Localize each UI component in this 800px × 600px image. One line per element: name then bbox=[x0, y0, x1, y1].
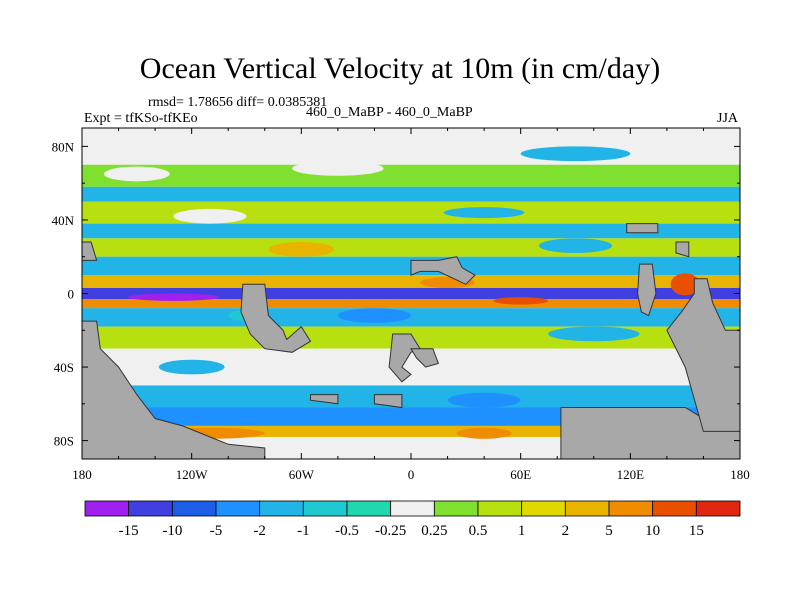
colorbar-label: 2 bbox=[562, 523, 570, 539]
x-tick-label: 60E bbox=[510, 467, 531, 482]
land-polygon-5 bbox=[310, 394, 339, 405]
colorbar-label: -15 bbox=[119, 523, 139, 539]
colorbar-swatch-0 bbox=[84, 500, 130, 517]
x-tick-label: 120E bbox=[617, 467, 645, 482]
experiment-label: Expt = tfKSo-tfKEo bbox=[84, 111, 198, 126]
season-label: JJA bbox=[717, 111, 739, 126]
field-patch-2 bbox=[520, 146, 631, 162]
colorbar-swatch-10 bbox=[521, 500, 566, 517]
colorbar-swatch-6 bbox=[346, 500, 392, 517]
field-patch-5 bbox=[268, 242, 335, 257]
land-polygon-8 bbox=[666, 278, 740, 432]
field-band-8 bbox=[82, 287, 740, 300]
land-polygon-4 bbox=[410, 256, 476, 285]
y-tick-label: 40N bbox=[52, 213, 75, 228]
colorbar-swatch-7 bbox=[390, 500, 435, 517]
period-label: 460_0_MaBP - 460_0_MaBP bbox=[306, 105, 473, 120]
field-patch-8 bbox=[127, 293, 220, 301]
colorbar-label: 0.5 bbox=[469, 523, 488, 539]
field-patch-3 bbox=[173, 208, 247, 224]
colorbar-swatch-9 bbox=[477, 500, 523, 517]
colorbar-label: -1 bbox=[297, 523, 310, 539]
x-tick-label: 180 bbox=[72, 467, 92, 482]
colorbar-label: -2 bbox=[253, 523, 266, 539]
field-band-9 bbox=[82, 299, 740, 309]
colorbar-swatch-11 bbox=[564, 500, 610, 517]
y-tick-label: 80S bbox=[54, 434, 74, 449]
colorbar-label: -10 bbox=[162, 523, 182, 539]
land-polygon-7 bbox=[560, 407, 740, 459]
chart-title: Ocean Vertical Velocity at 10m (in cm/da… bbox=[139, 52, 661, 85]
colorbar-label: 5 bbox=[605, 523, 613, 539]
x-tick-label: 180 bbox=[730, 467, 750, 482]
field-patch-13 bbox=[447, 392, 521, 408]
y-tick-label: 80N bbox=[52, 139, 75, 154]
field-patch-4 bbox=[443, 207, 525, 219]
field-band-0 bbox=[82, 137, 740, 165]
field-patch-15 bbox=[456, 427, 512, 439]
land-polygon-0 bbox=[82, 320, 266, 459]
field-patch-12 bbox=[158, 359, 225, 375]
y-tick-label: 0 bbox=[68, 287, 75, 302]
field-patch-16 bbox=[670, 273, 700, 296]
field-band-3 bbox=[82, 201, 740, 224]
colorbar-swatch-13 bbox=[652, 500, 697, 517]
field-band-5 bbox=[82, 238, 740, 257]
x-tick-label: 0 bbox=[408, 467, 415, 482]
field-band-2 bbox=[82, 186, 740, 202]
colorbar-swatch-3 bbox=[215, 500, 261, 517]
field-patch-10 bbox=[337, 308, 412, 323]
colorbar-swatch-2 bbox=[171, 500, 217, 517]
land-polygon-12 bbox=[82, 241, 98, 261]
colorbar-swatch-12 bbox=[608, 500, 654, 517]
colorbar: -15 -10 -5 -2 -1 -0.5 -0.25 0.25 0.5 1 2 5 10 15 bbox=[84, 500, 741, 539]
colorbar-label: -5 bbox=[210, 523, 223, 539]
field-patch-0 bbox=[103, 166, 170, 182]
colorbar-label: 0.25 bbox=[421, 523, 447, 539]
field-band-13 bbox=[82, 385, 740, 408]
stats-label: rmsd= 1.78656 diff= 0.0385381 bbox=[148, 95, 328, 110]
colorbar-label: -0.5 bbox=[335, 523, 359, 539]
velocity-field bbox=[82, 128, 740, 459]
land-polygon-3 bbox=[410, 348, 440, 368]
field-patch-6 bbox=[538, 238, 613, 254]
axes: 180 120W 60W 0 60E 120E 180 80N 40N 0 40S 80S bbox=[52, 128, 750, 482]
land-mask bbox=[82, 223, 740, 459]
land-polygon-9 bbox=[637, 263, 657, 317]
land-polygon-6 bbox=[373, 394, 403, 409]
land-polygon-2 bbox=[388, 333, 421, 383]
field-patch-11 bbox=[548, 326, 640, 342]
colorbar-swatch-8 bbox=[433, 500, 479, 517]
field-band-15 bbox=[82, 425, 740, 437]
x-tick-label: 60W bbox=[289, 467, 315, 482]
colorbar-swatch-1 bbox=[128, 500, 173, 517]
x-tick-label: 120W bbox=[176, 467, 209, 482]
field-band-4 bbox=[82, 223, 740, 239]
colorbar-label: -0.25 bbox=[375, 523, 406, 539]
y-tick-label: 40S bbox=[54, 360, 74, 375]
field-band-1 bbox=[82, 164, 740, 187]
land-polygon-1 bbox=[240, 283, 312, 353]
field-patch-9 bbox=[493, 297, 549, 305]
colorbar-swatch-14 bbox=[695, 500, 741, 517]
land-polygon-10 bbox=[675, 241, 690, 258]
colorbar-swatch-4 bbox=[259, 500, 304, 517]
colorbar-label: 15 bbox=[689, 523, 704, 539]
colorbar-swatch-5 bbox=[302, 500, 348, 517]
land-polygon-11 bbox=[626, 223, 659, 234]
colorbar-label: 10 bbox=[645, 523, 660, 539]
colorbar-label: 1 bbox=[518, 523, 526, 539]
field-patch-1 bbox=[292, 161, 384, 176]
